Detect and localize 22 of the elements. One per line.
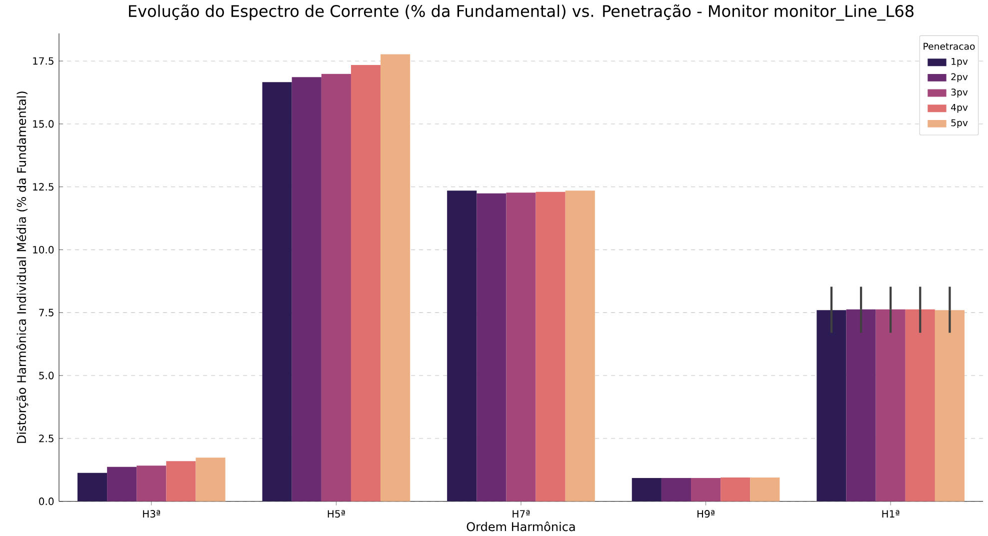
- legend-title: Penetracao: [924, 42, 975, 50]
- y-tick-label: 7.5: [39, 308, 54, 316]
- legend-label: 2pv: [951, 73, 968, 82]
- y-tick-label: 15.0: [33, 120, 54, 128]
- y-tick-label: 10.0: [33, 246, 54, 254]
- legend-label: 4pv: [951, 104, 968, 113]
- legend-label: 5pv: [951, 119, 968, 128]
- x-tick-label: H1ª: [882, 510, 900, 518]
- chart-title: Evolução do Espectro de Corrente (% da Fundamental) vs. Penetração - Monitor monitor_Line_L68: [129, 4, 914, 20]
- y-tick-label: 17.5: [33, 57, 54, 65]
- x-tick-label: H3ª: [143, 510, 160, 518]
- x-tick-label: H5ª: [328, 510, 345, 518]
- x-tick-label: H7ª: [512, 510, 530, 518]
- y-tick-label: 5.0: [39, 372, 54, 380]
- y-tick-label: 12.5: [33, 182, 54, 190]
- x-tick-label: H9ª: [697, 510, 714, 518]
- legend-label: 1pv: [952, 58, 968, 67]
- y-tick-label: 2.5: [39, 434, 54, 442]
- x-axis-title: Ordem Harmônica: [466, 521, 575, 532]
- legend-label: 3pv: [951, 88, 968, 98]
- y-tick-label: 0.0: [39, 497, 54, 505]
- y-axis-title: Distorção Harmônica Individual Média (% da Fundamental): [16, 91, 28, 443]
